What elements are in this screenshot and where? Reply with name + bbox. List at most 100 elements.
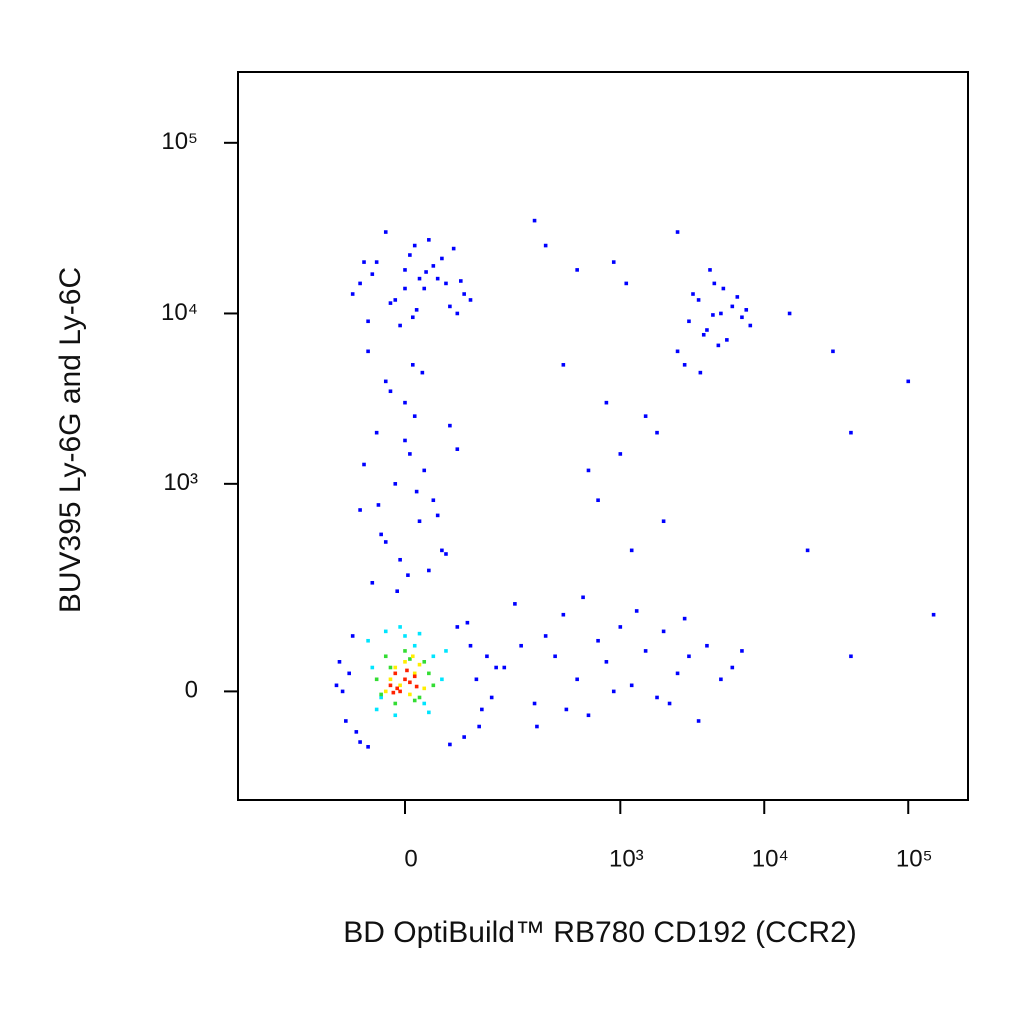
point xyxy=(412,671,417,676)
point xyxy=(502,665,507,670)
point xyxy=(391,690,396,695)
point xyxy=(462,292,466,296)
point xyxy=(340,689,345,694)
x-tick-label: 10⁵ xyxy=(896,845,933,872)
point xyxy=(414,308,419,312)
point xyxy=(366,319,370,324)
point xyxy=(431,498,436,503)
point xyxy=(849,430,853,435)
point xyxy=(661,519,666,524)
point xyxy=(468,298,473,302)
point xyxy=(435,513,440,518)
point xyxy=(604,400,609,405)
point xyxy=(535,724,539,729)
point xyxy=(370,580,375,585)
point xyxy=(643,414,648,418)
point xyxy=(719,677,723,682)
point xyxy=(618,452,623,456)
point xyxy=(388,665,393,670)
point xyxy=(403,660,407,664)
point xyxy=(730,304,735,309)
point xyxy=(420,370,425,375)
point xyxy=(403,400,407,405)
point xyxy=(451,246,456,251)
point xyxy=(459,279,463,283)
point xyxy=(410,315,415,320)
point xyxy=(422,468,427,473)
point xyxy=(405,668,409,673)
point xyxy=(489,695,494,700)
point xyxy=(393,671,398,676)
point xyxy=(388,389,393,394)
y-tick-label: 10⁵ xyxy=(161,128,198,155)
point xyxy=(398,689,402,694)
point xyxy=(455,311,460,316)
point xyxy=(849,654,853,659)
point xyxy=(408,253,412,257)
point xyxy=(417,631,422,636)
point xyxy=(740,315,744,320)
point xyxy=(383,654,388,659)
point xyxy=(412,243,417,248)
point xyxy=(725,338,729,342)
point xyxy=(611,689,616,694)
point xyxy=(431,683,436,688)
point xyxy=(444,649,448,653)
point xyxy=(393,713,398,718)
point xyxy=(374,430,379,435)
point xyxy=(412,414,417,418)
point xyxy=(691,292,695,296)
point xyxy=(561,363,566,367)
point xyxy=(611,260,616,264)
point xyxy=(408,692,412,697)
x-tick-label: 10³ xyxy=(609,845,644,872)
point xyxy=(543,634,548,638)
point xyxy=(350,292,355,296)
point xyxy=(440,677,444,682)
point xyxy=(422,701,427,706)
point xyxy=(344,719,348,723)
point xyxy=(701,332,706,337)
point xyxy=(435,276,440,281)
point xyxy=(358,740,362,744)
point xyxy=(705,643,709,648)
point xyxy=(744,308,749,312)
point xyxy=(379,532,383,537)
point xyxy=(532,218,537,223)
point xyxy=(513,602,517,606)
point xyxy=(422,660,427,664)
point xyxy=(931,612,936,617)
point xyxy=(712,281,717,286)
point xyxy=(474,677,479,682)
point xyxy=(412,698,417,703)
point xyxy=(735,295,740,299)
point xyxy=(675,349,680,354)
point xyxy=(519,643,523,648)
point xyxy=(444,281,448,286)
point xyxy=(696,298,701,302)
point xyxy=(403,649,407,653)
point xyxy=(374,260,379,264)
point xyxy=(427,671,431,676)
point xyxy=(455,625,460,629)
point xyxy=(604,660,609,664)
point xyxy=(448,742,452,747)
point xyxy=(362,462,366,467)
point xyxy=(350,634,355,638)
point xyxy=(334,683,339,688)
point xyxy=(748,323,753,328)
point xyxy=(366,745,370,749)
point xyxy=(581,595,585,600)
point xyxy=(682,616,687,621)
point xyxy=(370,665,375,670)
point xyxy=(462,735,466,739)
point xyxy=(687,654,691,659)
point xyxy=(379,695,383,700)
point xyxy=(393,298,398,302)
point xyxy=(575,677,579,682)
x-axis-title: BD OptiBuild™ RB780 CD192 (CCR2) xyxy=(343,916,857,949)
point xyxy=(477,724,481,729)
point xyxy=(596,638,600,643)
point xyxy=(624,281,629,286)
point xyxy=(667,701,672,706)
